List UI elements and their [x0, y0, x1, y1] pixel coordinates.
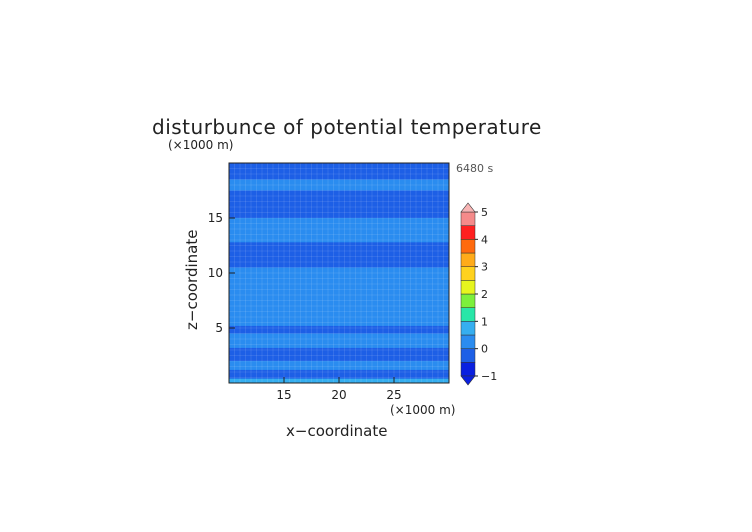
y-axis-label: z−coordinate — [183, 230, 201, 330]
colorbar-segment — [460, 321, 476, 336]
colorbar-tick-label: −1 — [481, 370, 497, 383]
colorbar-segment — [460, 266, 476, 281]
colorbar-min-triangle — [460, 375, 476, 386]
colorbar-tick-label: 4 — [481, 233, 488, 246]
y-tick-label: 10 — [208, 266, 223, 280]
colorbar-max-triangle — [460, 202, 476, 213]
y-tick-label: 15 — [208, 211, 223, 225]
colorbar-tick-label: 1 — [481, 315, 488, 328]
contour-band — [229, 163, 449, 180]
y-axis: 5 10 15 — [208, 211, 235, 335]
contour-band — [229, 267, 449, 306]
y-tick-label: 5 — [215, 321, 223, 335]
colorbar-tick-label: 5 — [481, 206, 488, 219]
contour-band — [229, 361, 449, 370]
chart-title: disturbunce of potential temperature — [152, 115, 542, 139]
contour-band — [229, 347, 449, 361]
contour-band — [229, 325, 449, 334]
colorbar-segment — [460, 293, 476, 308]
x-axis: 15 20 25 — [276, 377, 402, 402]
colorbar-tick-label: 2 — [481, 288, 488, 301]
colorbar-segment — [460, 225, 476, 240]
colorbar: −1 0 1 2 3 4 5 — [460, 202, 497, 386]
colorbar-tick-label: 3 — [481, 261, 488, 274]
contour-band — [229, 369, 449, 379]
contour-band — [229, 242, 449, 268]
colorbar-segment — [460, 239, 476, 254]
y-unit-label: (×1000 m) — [168, 138, 233, 152]
colorbar-segment — [460, 307, 476, 322]
contour-band — [229, 333, 449, 348]
x-axis-label: x−coordinate — [286, 422, 387, 440]
x-tick-label: 15 — [276, 388, 291, 402]
x-unit-label: (×1000 m) — [390, 403, 455, 417]
colorbar-segment — [460, 211, 476, 226]
contour-band — [229, 190, 449, 218]
time-label: 6480 s — [456, 162, 493, 175]
contour-band — [229, 218, 449, 243]
x-tick-label: 25 — [386, 388, 401, 402]
colorbar-tick-label: 0 — [481, 343, 488, 356]
colorbar-segment — [460, 252, 476, 267]
contour-band — [229, 306, 449, 326]
colorbar-segment — [460, 362, 476, 377]
colorbar-segment — [460, 334, 476, 349]
contour-band — [229, 179, 449, 191]
plot-area — [228, 162, 450, 384]
colorbar-segment — [460, 280, 476, 295]
colorbar-segment — [460, 348, 476, 363]
x-tick-label: 20 — [331, 388, 346, 402]
